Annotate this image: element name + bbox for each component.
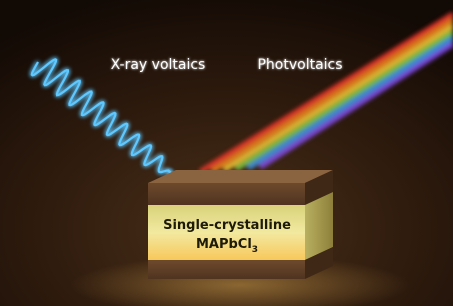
xray-label: X-ray voltaics <box>111 57 206 73</box>
photovoltaic-label: Photvoltaics <box>257 57 342 73</box>
bottom-slab <box>148 260 305 279</box>
top-face <box>148 170 333 183</box>
top-slab <box>148 183 305 205</box>
formula-subscript: 3 <box>252 245 258 255</box>
formula: MAPbCl <box>196 237 252 252</box>
page: X-ray voltaics Photvoltaics Single-cryst… <box>0 0 453 306</box>
illustration: X-ray voltaics Photvoltaics Single-cryst… <box>0 0 453 306</box>
material-line1: Single-crystalline <box>163 218 291 233</box>
